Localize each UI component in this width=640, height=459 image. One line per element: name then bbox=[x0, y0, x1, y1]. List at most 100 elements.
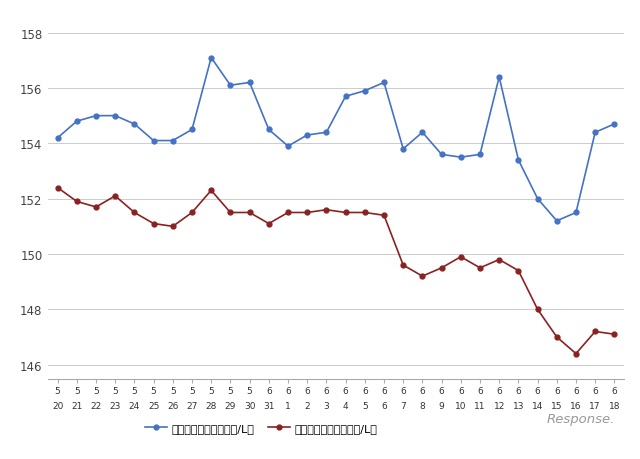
ハイオク実売価格（円/L） bbox=[169, 224, 177, 230]
ハイオク看板価格（円/L） bbox=[54, 136, 61, 141]
Text: 5: 5 bbox=[228, 386, 233, 395]
ハイオク看板価格（円/L） bbox=[342, 94, 349, 100]
ハイオク実売価格（円/L） bbox=[323, 207, 330, 213]
ハイオク実売価格（円/L） bbox=[246, 210, 253, 216]
Text: 5: 5 bbox=[247, 386, 252, 395]
ハイオク実売価格（円/L） bbox=[572, 351, 580, 357]
Text: 6: 6 bbox=[458, 386, 463, 395]
ハイオク看板価格（円/L） bbox=[207, 56, 215, 61]
Text: 6: 6 bbox=[573, 386, 579, 395]
ハイオク看板価格（円/L） bbox=[611, 122, 618, 128]
Text: 9: 9 bbox=[439, 401, 444, 410]
Legend: ハイオク看板価格（円/L）, ハイオク実売価格（円/L）: ハイオク看板価格（円/L）, ハイオク実売価格（円/L） bbox=[140, 418, 382, 437]
ハイオク看板価格（円/L） bbox=[150, 139, 157, 144]
Text: 5: 5 bbox=[209, 386, 214, 395]
Line: ハイオク実売価格（円/L）: ハイオク実売価格（円/L） bbox=[55, 186, 617, 356]
Text: 22: 22 bbox=[90, 401, 102, 410]
Text: 5: 5 bbox=[132, 386, 137, 395]
ハイオク実売価格（円/L） bbox=[150, 221, 157, 227]
Text: 23: 23 bbox=[109, 401, 121, 410]
Text: 13: 13 bbox=[513, 401, 524, 410]
Text: 8: 8 bbox=[420, 401, 425, 410]
ハイオク実売価格（円/L） bbox=[54, 185, 61, 191]
Text: 6: 6 bbox=[477, 386, 483, 395]
Text: 10: 10 bbox=[455, 401, 467, 410]
ハイオク看板価格（円/L） bbox=[591, 130, 599, 136]
ハイオク実売価格（円/L） bbox=[92, 205, 100, 210]
ハイオク看板価格（円/L） bbox=[303, 133, 311, 139]
Text: 6: 6 bbox=[439, 386, 444, 395]
ハイオク看板価格（円/L） bbox=[227, 83, 234, 89]
ハイオク看板価格（円/L） bbox=[246, 80, 253, 86]
ハイオク実売価格（円/L） bbox=[111, 194, 119, 199]
ハイオク実売価格（円/L） bbox=[515, 268, 522, 274]
Text: 1: 1 bbox=[285, 401, 291, 410]
Text: 17: 17 bbox=[589, 401, 601, 410]
Text: 6: 6 bbox=[497, 386, 502, 395]
ハイオク実売価格（円/L） bbox=[342, 210, 349, 216]
ハイオク実売価格（円/L） bbox=[534, 307, 541, 313]
ハイオク実売価格（円/L） bbox=[457, 254, 465, 260]
ハイオク看板価格（円/L） bbox=[284, 144, 292, 150]
Text: 6: 6 bbox=[612, 386, 617, 395]
ハイオク看板価格（円/L） bbox=[553, 218, 561, 224]
ハイオク看板価格（円/L） bbox=[111, 114, 119, 119]
Text: 5: 5 bbox=[55, 386, 60, 395]
ハイオク実売価格（円/L） bbox=[284, 210, 292, 216]
Text: 5: 5 bbox=[113, 386, 118, 395]
Text: 6: 6 bbox=[324, 386, 329, 395]
Text: 6: 6 bbox=[305, 386, 310, 395]
ハイオク実売価格（円/L） bbox=[553, 335, 561, 340]
Text: 6: 6 bbox=[362, 386, 367, 395]
Line: ハイオク看板価格（円/L）: ハイオク看板価格（円/L） bbox=[55, 56, 617, 224]
Text: 30: 30 bbox=[244, 401, 255, 410]
ハイオク看板価格（円/L） bbox=[380, 80, 388, 86]
ハイオク看板価格（円/L） bbox=[572, 210, 580, 216]
ハイオク実売価格（円/L） bbox=[188, 210, 196, 216]
ハイオク実売価格（円/L） bbox=[265, 221, 273, 227]
Text: 6: 6 bbox=[516, 386, 521, 395]
Text: 20: 20 bbox=[52, 401, 63, 410]
Text: 27: 27 bbox=[186, 401, 198, 410]
Text: 6: 6 bbox=[554, 386, 559, 395]
Text: 18: 18 bbox=[609, 401, 620, 410]
ハイオク実売価格（円/L） bbox=[207, 188, 215, 194]
Text: Response.: Response. bbox=[547, 412, 616, 425]
ハイオク看板価格（円/L） bbox=[399, 147, 407, 152]
ハイオク実売価格（円/L） bbox=[591, 329, 599, 335]
Text: 15: 15 bbox=[551, 401, 563, 410]
Text: 5: 5 bbox=[170, 386, 175, 395]
Text: 24: 24 bbox=[129, 401, 140, 410]
Text: 29: 29 bbox=[225, 401, 236, 410]
Text: 25: 25 bbox=[148, 401, 159, 410]
ハイオク看板価格（円/L） bbox=[457, 155, 465, 161]
Text: 7: 7 bbox=[401, 401, 406, 410]
ハイオク実売価格（円/L） bbox=[361, 210, 369, 216]
ハイオク実売価格（円/L） bbox=[495, 257, 503, 263]
ハイオク看板価格（円/L） bbox=[515, 158, 522, 163]
ハイオク実売価格（円/L） bbox=[73, 199, 81, 205]
Text: 6: 6 bbox=[266, 386, 271, 395]
Text: 28: 28 bbox=[205, 401, 217, 410]
ハイオク看板価格（円/L） bbox=[361, 89, 369, 94]
ハイオク看板価格（円/L） bbox=[495, 75, 503, 80]
ハイオク実売価格（円/L） bbox=[476, 265, 484, 271]
Text: 12: 12 bbox=[493, 401, 505, 410]
Text: 2: 2 bbox=[305, 401, 310, 410]
Text: 5: 5 bbox=[74, 386, 79, 395]
Text: 31: 31 bbox=[263, 401, 275, 410]
Text: 6: 6 bbox=[535, 386, 540, 395]
Text: 5: 5 bbox=[189, 386, 195, 395]
Text: 6: 6 bbox=[381, 401, 387, 410]
ハイオク実売価格（円/L） bbox=[611, 332, 618, 337]
Text: 6: 6 bbox=[420, 386, 425, 395]
Text: 6: 6 bbox=[593, 386, 598, 395]
ハイオク実売価格（円/L） bbox=[303, 210, 311, 216]
Text: 6: 6 bbox=[285, 386, 291, 395]
ハイオク実売価格（円/L） bbox=[419, 274, 426, 279]
ハイオク看板価格（円/L） bbox=[92, 114, 100, 119]
Text: 3: 3 bbox=[324, 401, 329, 410]
Text: 14: 14 bbox=[532, 401, 543, 410]
Text: 16: 16 bbox=[570, 401, 582, 410]
ハイオク看板価格（円/L） bbox=[169, 139, 177, 144]
